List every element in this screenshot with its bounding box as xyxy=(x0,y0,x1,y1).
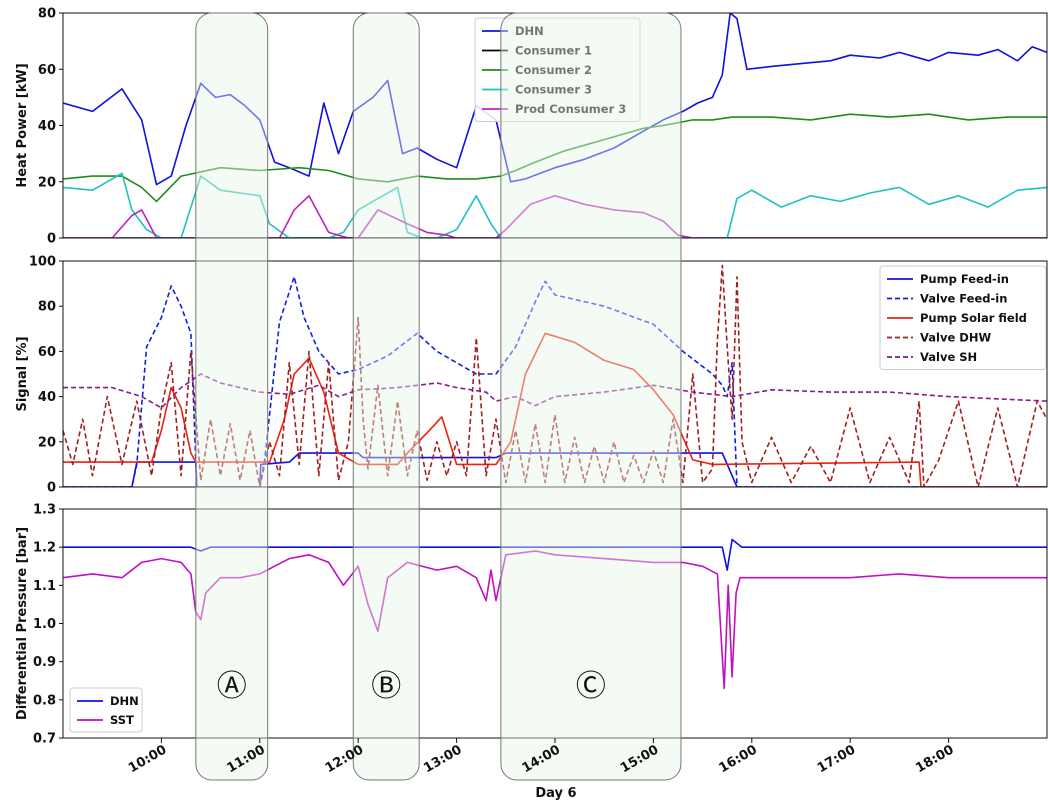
legend-label: DHN xyxy=(515,24,544,38)
highlight-label: Ⓐ xyxy=(217,669,247,704)
x-tick-label: 18:00 xyxy=(913,742,956,776)
y-tick-label: 60 xyxy=(38,345,56,360)
legend-label: Prod Consumer 3 xyxy=(515,102,626,116)
series-line-consumer-3 xyxy=(63,172,1047,238)
y-axis-label: Signal [%] xyxy=(15,336,30,411)
legend-label: SST xyxy=(110,713,134,727)
legend-label: Consumer 3 xyxy=(515,83,592,97)
highlight-region-b: Ⓑ xyxy=(352,12,420,781)
series-line-sst xyxy=(63,550,1047,690)
highlight-region-c: Ⓒ xyxy=(500,12,682,781)
y-tick-label: 0 xyxy=(47,481,56,496)
y-tick-label: 40 xyxy=(38,119,56,134)
y-tick-label: 1.1 xyxy=(33,579,56,594)
panel-2: 0 20 40 60 80 100 Signal [%] Pump Feed-in Valve … xyxy=(15,255,1048,496)
y-tick-label: 1.2 xyxy=(33,541,56,556)
legend-label: Consumer 1 xyxy=(515,44,592,58)
y-tick-label: 0.9 xyxy=(33,655,56,670)
x-tick-label: 17:00 xyxy=(815,742,858,776)
highlight-region-a: Ⓐ xyxy=(195,12,269,781)
series-line-dhn xyxy=(63,13,1047,186)
y-tick-label: 0.7 xyxy=(33,732,56,747)
plot-frame xyxy=(62,260,1048,488)
x-tick-label: 16:00 xyxy=(716,742,759,776)
series-line-prod-consumer-3 xyxy=(63,195,1047,238)
highlight-label: Ⓑ xyxy=(371,669,401,704)
y-tick-label: 40 xyxy=(38,390,56,405)
series-line-dhn xyxy=(63,538,1047,571)
legend: DHN SST xyxy=(69,687,143,733)
highlight-label: Ⓒ xyxy=(576,669,606,704)
x-tick-label: 10:00 xyxy=(126,742,169,776)
y-tick-label: 1.3 xyxy=(33,503,56,518)
y-tick-label: 0 xyxy=(47,232,56,247)
series-line-pump-feed-in xyxy=(63,452,1047,487)
legend-label: Valve DHW xyxy=(920,331,991,345)
y-tick-label: 20 xyxy=(38,435,56,450)
y-tick-label: 1.0 xyxy=(33,617,56,632)
y-tick-label: 80 xyxy=(38,7,56,22)
y-axis-label: Differential Pressure [bar] xyxy=(15,527,30,720)
y-tick-label: 80 xyxy=(38,300,56,315)
y-tick-label: 0.8 xyxy=(33,693,56,708)
series-line-consumer-2 xyxy=(63,113,1047,203)
legend-label: Pump Feed-in xyxy=(920,272,1009,286)
legend-label: DHN xyxy=(110,694,139,708)
panel-1: 0 20 40 60 80 Heat Power [kW] DHN Consumer 1 Con… xyxy=(15,7,1048,247)
series-line-pump-solar-field xyxy=(63,332,1047,487)
y-axis-label: Heat Power [kW] xyxy=(15,63,30,187)
legend-label: Valve SH xyxy=(920,350,977,364)
y-tick-label: 100 xyxy=(29,255,56,270)
legend: Pump Feed-in Valve Feed-in Pump Solar fiel… xyxy=(879,265,1047,370)
series-line-valve-sh xyxy=(63,373,1047,409)
x-axis-label: Day 6 xyxy=(535,786,576,801)
y-tick-label: 20 xyxy=(38,175,56,190)
legend: DHN Consumer 1 Consumer 2 Consumer 3 Prod Co… xyxy=(474,17,641,122)
legend-label: Pump Solar field xyxy=(920,311,1027,325)
series-line-valve-feed-in xyxy=(63,275,1047,487)
legend-label: Valve Feed-in xyxy=(920,292,1007,306)
legend-label: Consumer 2 xyxy=(515,63,592,77)
x-tick-label: 13:00 xyxy=(421,742,464,776)
series-line-valve-dhw xyxy=(63,264,1047,487)
y-tick-label: 60 xyxy=(38,63,56,78)
